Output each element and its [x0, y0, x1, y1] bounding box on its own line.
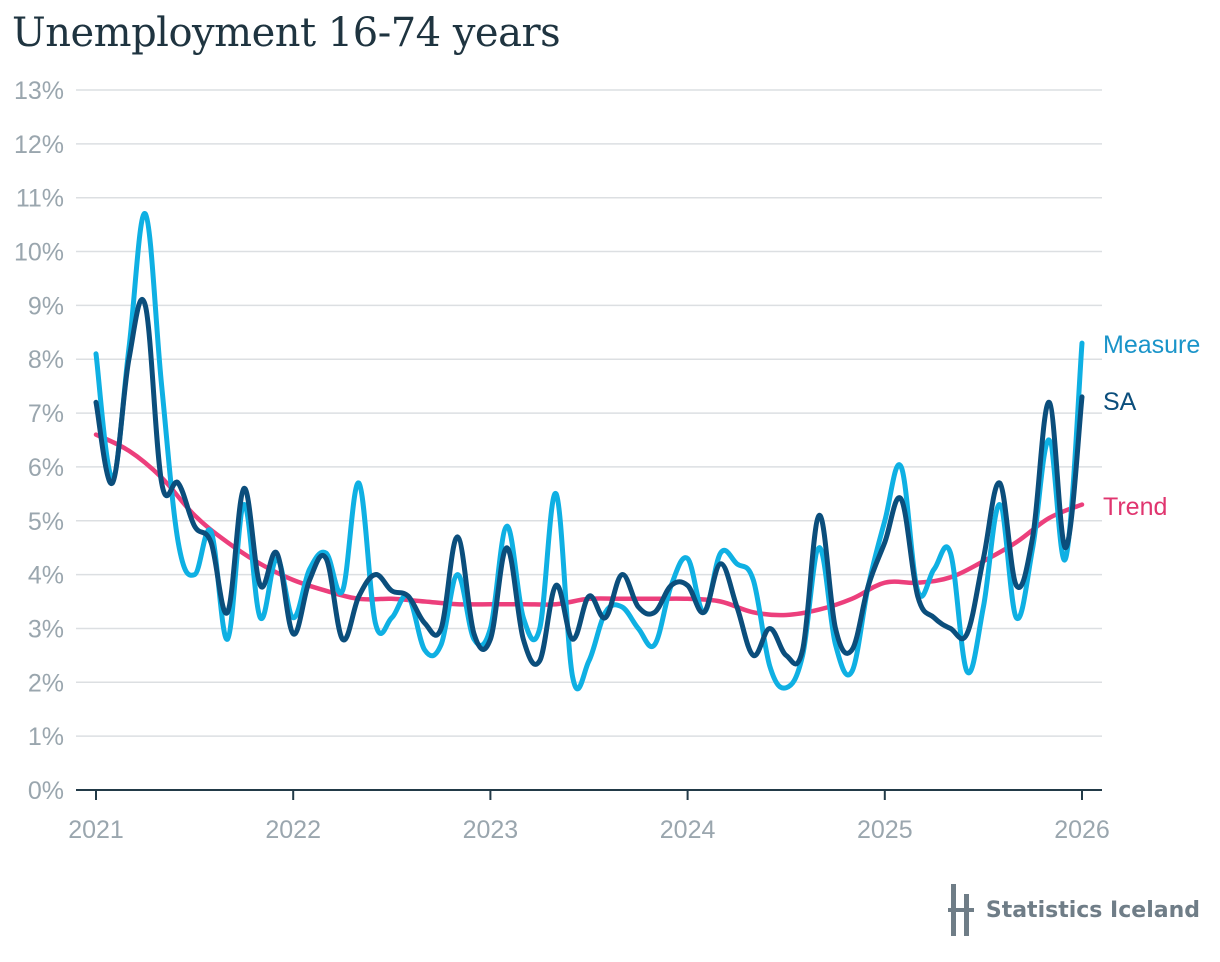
x-tick-label: 2022 — [265, 816, 321, 844]
y-tick-label: 10% — [14, 239, 64, 267]
y-tick-label: 9% — [28, 292, 64, 320]
x-axis-labels: 2021 2022 2023 2024 2025 2026 — [68, 816, 1110, 844]
chart-title: Unemployment 16-74 years — [12, 10, 561, 56]
legend-label-sa: SA — [1103, 388, 1137, 416]
y-tick-label: 2% — [28, 669, 64, 697]
y-tick-label: 5% — [28, 508, 64, 536]
x-tick-label: 2021 — [68, 816, 124, 844]
y-tick-label: 13% — [14, 77, 64, 105]
series-line-sa — [93, 296, 1085, 667]
y-tick-label: 12% — [14, 131, 64, 159]
x-axis-ticks — [95, 790, 1083, 800]
y-tick-label: 7% — [28, 400, 64, 428]
x-tick-label: 2026 — [1054, 816, 1110, 844]
series-line-trend — [93, 432, 1085, 618]
legend-label-measure: Measure — [1103, 331, 1200, 359]
y-tick-label: 6% — [28, 454, 64, 482]
y-tick-label: 8% — [28, 346, 64, 374]
series-lines — [93, 211, 1085, 692]
legend: Measure SA Trend — [1103, 331, 1200, 521]
x-tick-label: 2025 — [857, 816, 913, 844]
legend-label-trend: Trend — [1103, 493, 1167, 521]
statistics-iceland-branding: Statistics Iceland — [947, 884, 1200, 936]
x-tick-label: 2024 — [660, 816, 716, 844]
brand-name: Statistics Iceland — [985, 897, 1200, 923]
statistics-iceland-logo-icon — [947, 884, 974, 936]
y-tick-label: 4% — [28, 562, 64, 590]
y-tick-label: 11% — [16, 185, 64, 213]
y-tick-label: 3% — [28, 615, 64, 643]
x-tick-label: 2023 — [463, 816, 519, 844]
y-tick-label: 0% — [28, 777, 64, 805]
y-tick-label: 1% — [28, 723, 64, 751]
y-axis-labels: 0% 1% 2% 3% 4% 5% 6% 7% 8% 9% 10% 11% 12% 13% — [14, 77, 64, 805]
gridlines — [76, 89, 1102, 737]
